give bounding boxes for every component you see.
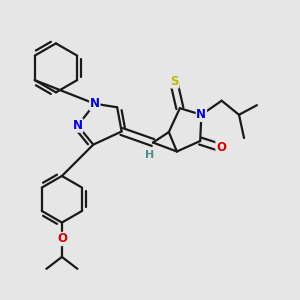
Text: H: H [146,150,154,160]
Text: N: N [73,119,83,132]
Text: N: N [90,97,100,110]
Text: N: N [196,108,206,121]
Text: O: O [57,232,67,245]
Text: S: S [170,75,179,88]
Text: O: O [216,140,226,154]
